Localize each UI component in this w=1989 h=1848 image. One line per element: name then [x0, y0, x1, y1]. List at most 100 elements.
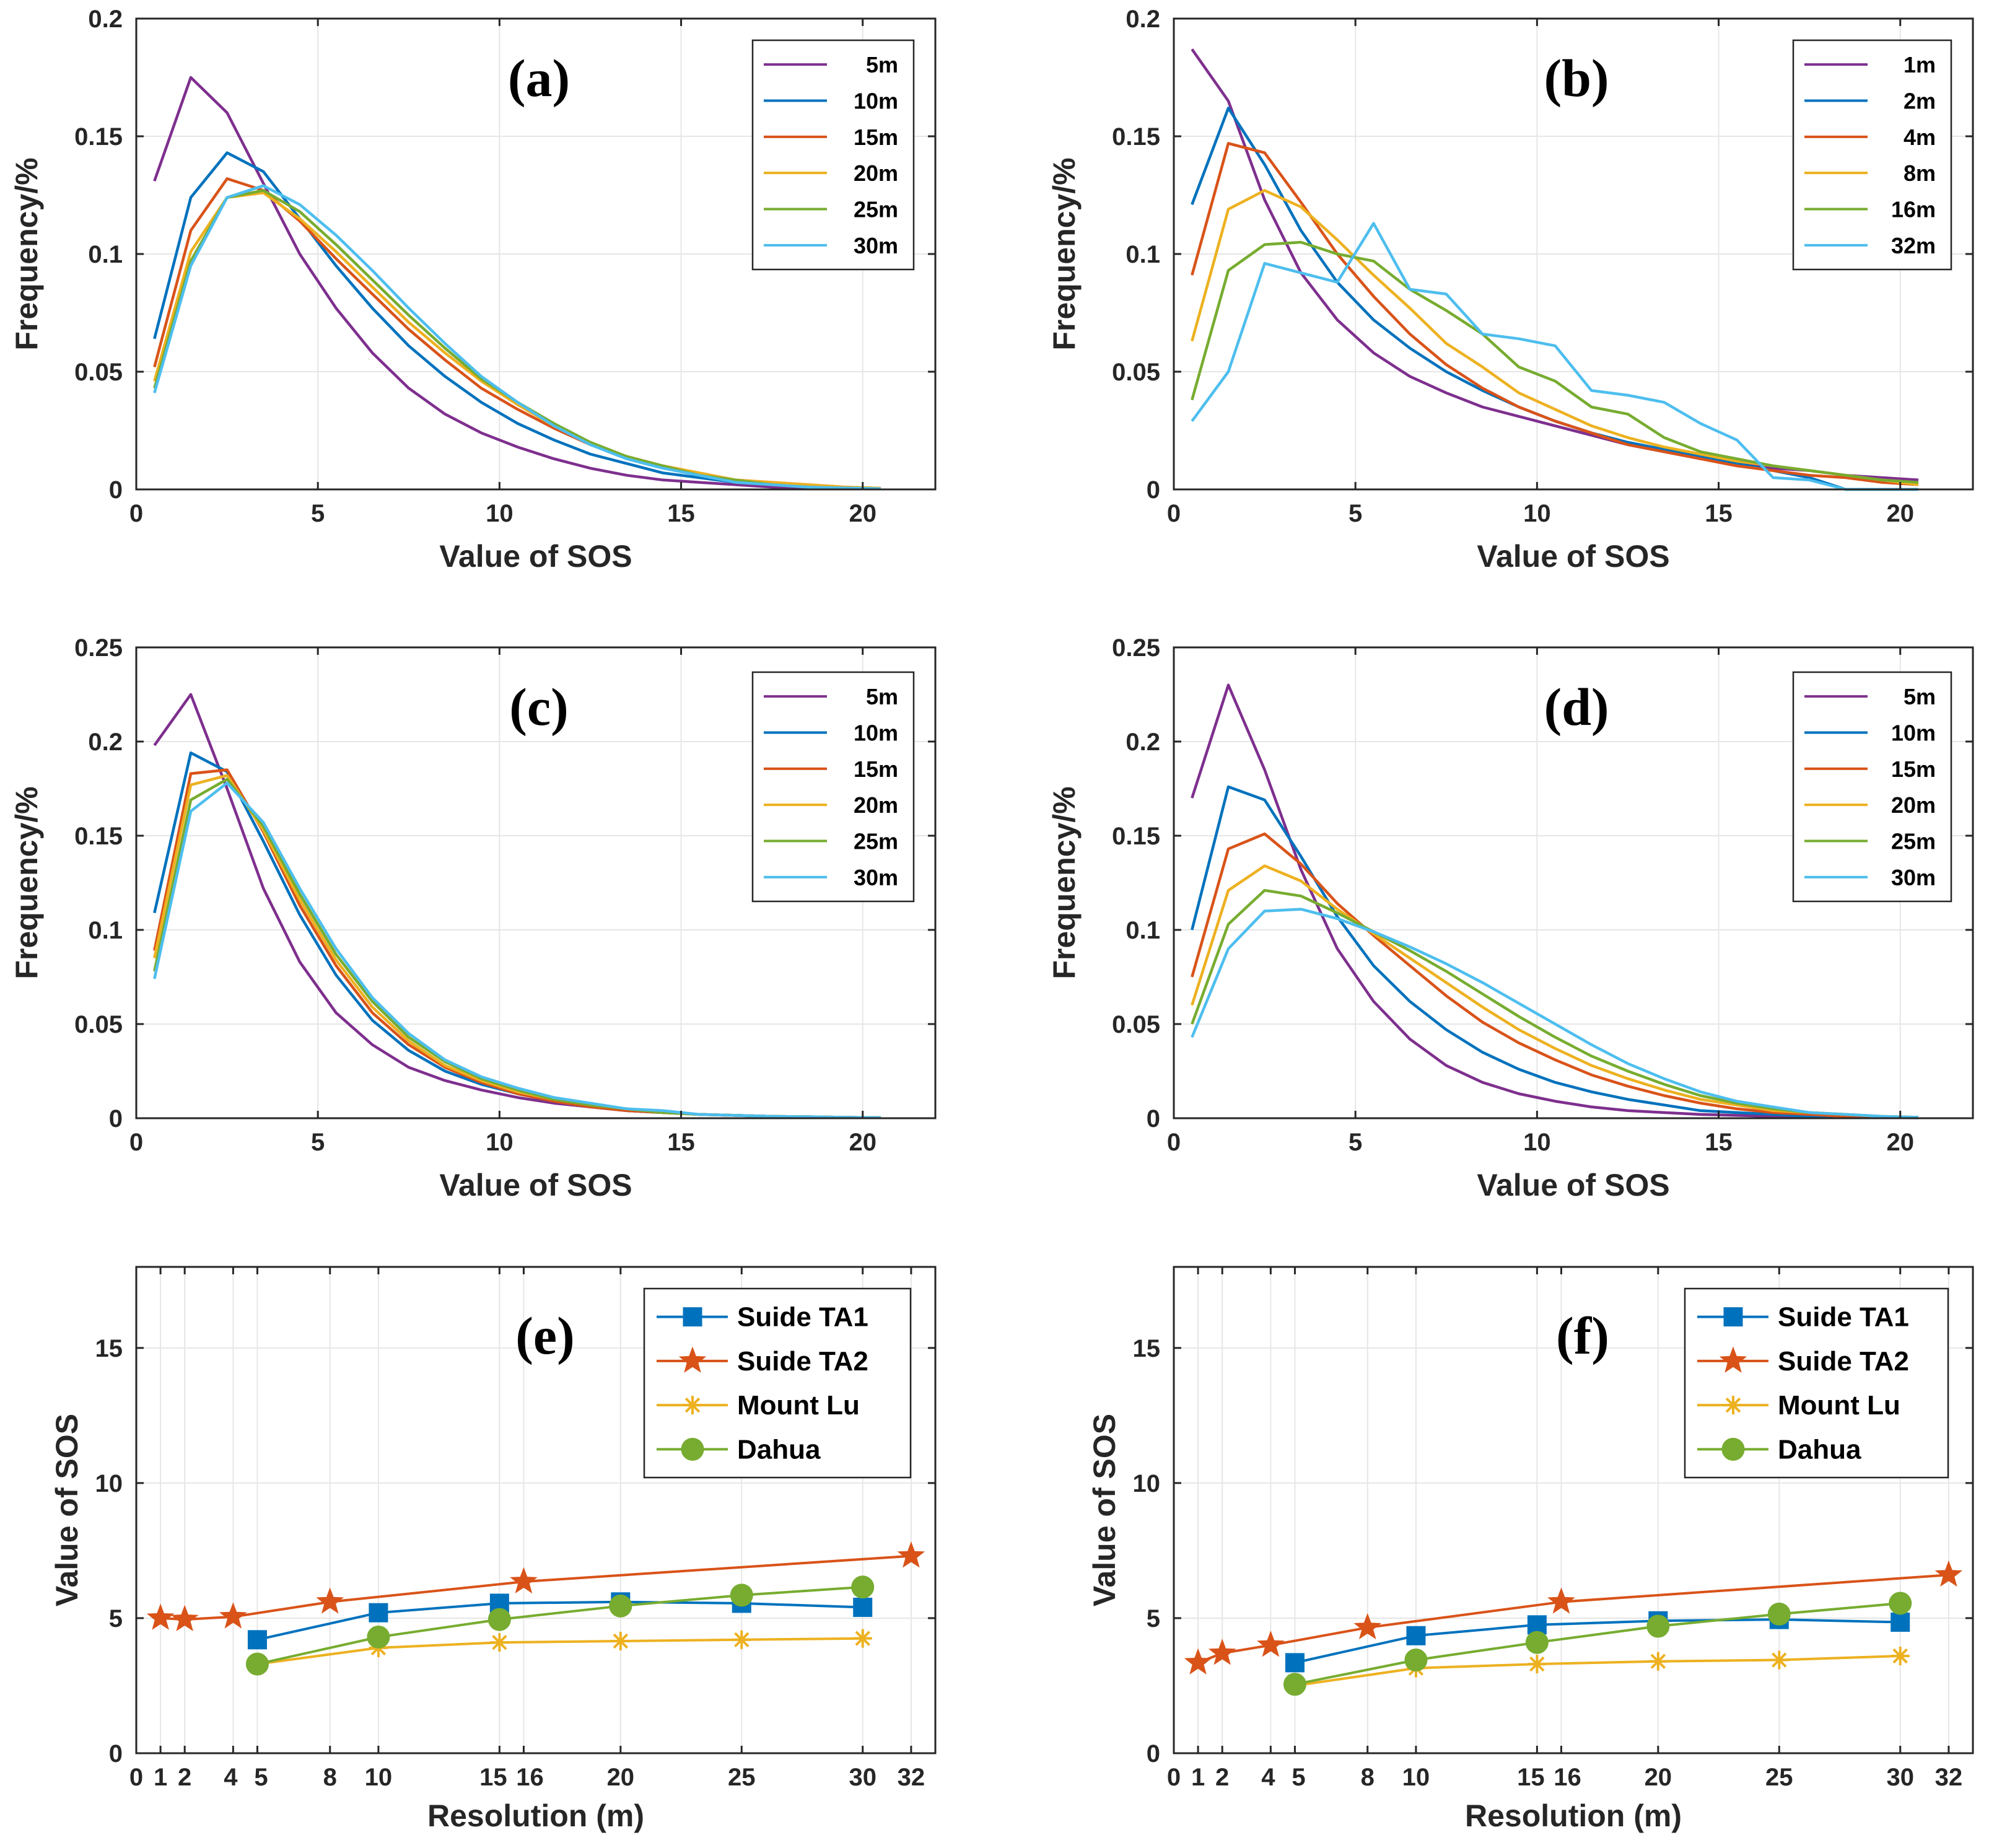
- legend: Suide TA1 Suide TA2 Mount Lu Dahua: [643, 1287, 912, 1479]
- data-point: [146, 1603, 175, 1630]
- legend-item: Mount Lu: [657, 1390, 860, 1421]
- legend-item: Dahua: [1697, 1434, 1861, 1465]
- data-point: [245, 1652, 269, 1676]
- data-point: [1891, 1612, 1910, 1632]
- legend-label: 30m: [854, 233, 898, 258]
- axes-box: [1173, 646, 1974, 1119]
- panel-a: 0 5 10 15 20 0 0.05 0.1 0.15 0.2 Value of SOS Frequ…: [9, 6, 937, 574]
- panel-label: (c): [509, 677, 568, 737]
- panel-label: (a): [508, 48, 570, 108]
- axes-box: [1173, 1266, 1974, 1754]
- x-tick-label: 30: [1886, 1764, 1914, 1791]
- x-tick-label: 30: [849, 1764, 876, 1791]
- x-tick-label: 15: [667, 1129, 695, 1156]
- series-16m: [1191, 240, 1919, 484]
- legend-item: 20m: [1804, 792, 1936, 818]
- y-tick-label: 0.1: [88, 241, 123, 268]
- x-tick-label: 16: [516, 1764, 544, 1791]
- panel-d: 0 5 10 15 20 0 0.05 0.1 0.15 0.2 0.25 Value of SOS F…: [1047, 634, 1974, 1202]
- axes-box: [135, 1266, 937, 1754]
- legend-item: 20m: [764, 160, 898, 186]
- y-tick-label: 0.05: [74, 359, 123, 386]
- x-tick-label: 5: [254, 1764, 268, 1791]
- legend-box: [751, 39, 915, 271]
- y-tick-label: 0.15: [74, 823, 123, 850]
- legend-label: 25m: [1891, 829, 1936, 854]
- legend-label: 16m: [1891, 197, 1936, 222]
- legend-label: 5m: [866, 52, 898, 77]
- legend: 5m 10m 15m 20m 25m 30m: [751, 39, 915, 271]
- series-line: [1191, 240, 1919, 484]
- legend-label: 4m: [1904, 125, 1936, 150]
- series-suide-ta2: [1184, 1560, 1963, 1675]
- series-dahua: [245, 1575, 875, 1676]
- y-tick-label: 0: [1147, 1740, 1160, 1767]
- legend-label: 20m: [854, 160, 898, 186]
- legend-marker: [1723, 1307, 1743, 1327]
- y-tick-label: 0: [109, 1105, 123, 1132]
- legend-label: 25m: [854, 829, 898, 854]
- panel-label: (b): [1544, 48, 1609, 108]
- x-axis-label: Resolution (m): [427, 1798, 644, 1833]
- legend-item: Dahua: [657, 1434, 821, 1465]
- legend-marker: [1719, 1346, 1747, 1373]
- legend-marker: [683, 1396, 702, 1415]
- data-point: [853, 1598, 873, 1617]
- legend-item: 4m: [1804, 125, 1936, 150]
- series-15m: [1191, 832, 1919, 1119]
- data-point: [1934, 1560, 1963, 1587]
- x-tick-label: 10: [1523, 500, 1551, 527]
- data-point: [316, 1587, 344, 1614]
- legend-label: 20m: [1891, 792, 1936, 818]
- x-tick-label: 4: [224, 1764, 238, 1791]
- legend: 1m 2m 4m 8m 16m 32m: [1792, 39, 1952, 271]
- series-5m: [153, 76, 881, 491]
- y-tick-label: 0.2: [88, 729, 123, 756]
- legend-item: 8m: [1804, 160, 1936, 186]
- panel-label: (f): [1556, 1306, 1609, 1365]
- legend-label: Suide TA2: [1778, 1346, 1909, 1377]
- x-tick-label: 5: [311, 500, 325, 527]
- legend-item: 20m: [764, 792, 898, 818]
- y-axis-label: Value of SOS: [50, 1414, 84, 1606]
- data-point: [1283, 1673, 1306, 1696]
- legend-label: Suide TA1: [1778, 1302, 1909, 1333]
- series-line: [257, 1600, 863, 1641]
- series-line: [153, 76, 881, 491]
- x-tick-label: 5: [1349, 500, 1362, 527]
- legend-item: 15m: [764, 756, 898, 782]
- data-point: [1257, 1631, 1285, 1657]
- legend-item: 1m: [1804, 52, 1936, 77]
- data-point: [897, 1541, 925, 1568]
- x-tick-label: 2: [1215, 1764, 1229, 1791]
- legend-label: 5m: [866, 684, 898, 709]
- y-tick-label: 0.2: [1126, 6, 1160, 33]
- legend-marker: [681, 1437, 704, 1461]
- legend-label: 10m: [1891, 720, 1936, 746]
- series-line: [1295, 1602, 1900, 1686]
- legend-marker: [1721, 1437, 1745, 1461]
- y-tick-label: 0.15: [1112, 823, 1160, 850]
- legend-item: 5m: [1804, 684, 1936, 709]
- data-point: [609, 1594, 632, 1618]
- axes-box: [135, 646, 937, 1119]
- legend: 5m 10m 15m 20m 25m 30m: [751, 671, 915, 903]
- legend-label: 2m: [1904, 89, 1936, 114]
- legend-marker: [683, 1307, 702, 1327]
- legend-label: 15m: [854, 125, 898, 150]
- legend-label: 10m: [854, 720, 898, 746]
- data-point: [510, 1567, 538, 1594]
- legend-label: Suide TA1: [737, 1302, 868, 1333]
- series-32m: [1191, 222, 1918, 491]
- legend-box: [1792, 671, 1952, 903]
- y-tick-label: 0.25: [1112, 634, 1160, 662]
- x-tick-label: 5: [311, 1129, 325, 1156]
- y-tick-label: 0.1: [1126, 241, 1160, 268]
- x-tick-label: 8: [1361, 1764, 1375, 1791]
- legend-label: 25m: [854, 197, 898, 222]
- y-tick-label: 5: [109, 1605, 123, 1632]
- y-tick-label: 0.2: [88, 6, 123, 33]
